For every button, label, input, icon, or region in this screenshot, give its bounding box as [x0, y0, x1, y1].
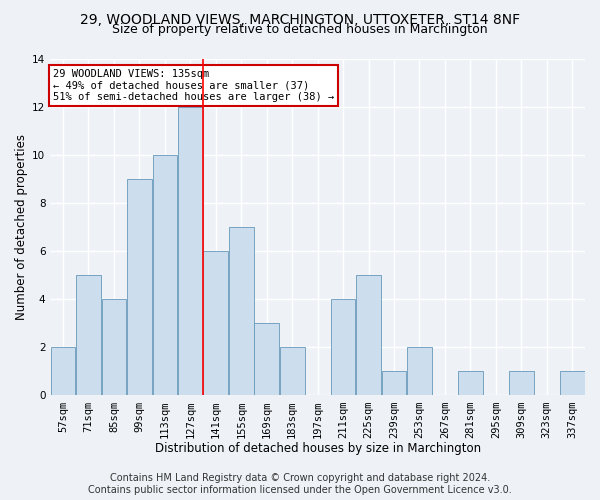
Text: 29, WOODLAND VIEWS, MARCHINGTON, UTTOXETER, ST14 8NF: 29, WOODLAND VIEWS, MARCHINGTON, UTTOXET… [80, 12, 520, 26]
Text: Size of property relative to detached houses in Marchington: Size of property relative to detached ho… [112, 24, 488, 36]
Bar [178, 107, 203, 396]
Text: 29 WOODLAND VIEWS: 135sqm
← 49% of detached houses are smaller (37)
51% of semi-: 29 WOODLAND VIEWS: 135sqm ← 49% of detac… [53, 69, 334, 102]
Bar [280, 348, 305, 396]
Bar [458, 372, 483, 396]
Bar [76, 276, 101, 396]
Bar [203, 252, 228, 396]
Bar [509, 372, 533, 396]
Bar [254, 324, 279, 396]
Bar [560, 372, 584, 396]
Bar [382, 372, 406, 396]
X-axis label: Distribution of detached houses by size in Marchington: Distribution of detached houses by size … [155, 442, 481, 455]
Bar [331, 300, 355, 396]
Bar [101, 300, 126, 396]
Bar [407, 348, 432, 396]
Y-axis label: Number of detached properties: Number of detached properties [15, 134, 28, 320]
Bar [127, 179, 152, 396]
Bar [229, 227, 254, 396]
Bar [356, 276, 381, 396]
Bar [152, 155, 177, 396]
Bar [50, 348, 76, 396]
Text: Contains HM Land Registry data © Crown copyright and database right 2024.
Contai: Contains HM Land Registry data © Crown c… [88, 474, 512, 495]
